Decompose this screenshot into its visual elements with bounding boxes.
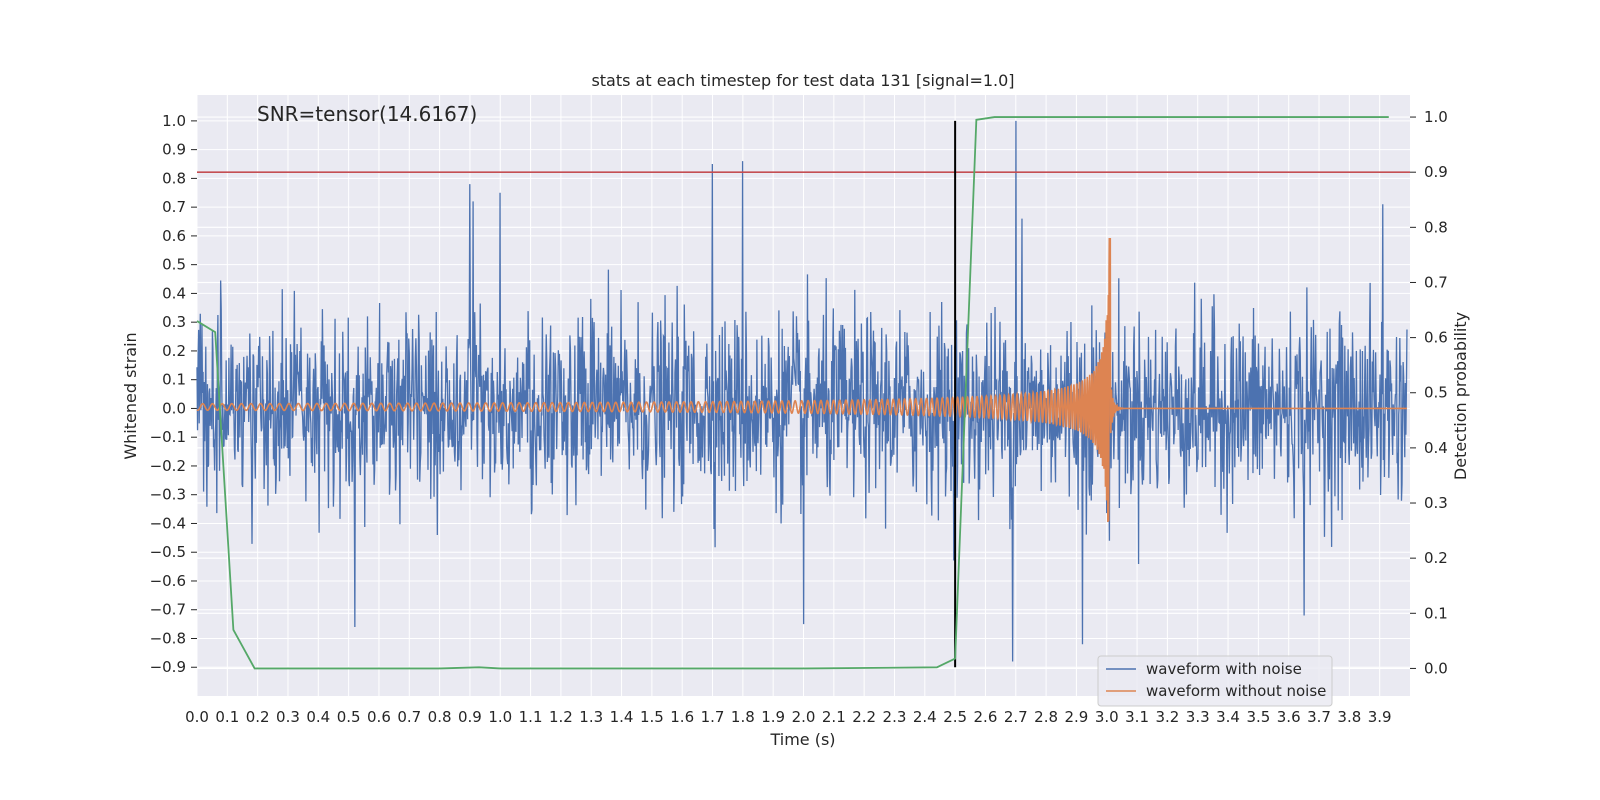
left-y-tick-label: −0.2 [150,457,186,475]
clean-waveform-line [196,237,1407,523]
x-tick-label: 1.6 [670,708,694,726]
right-y-tick-label: 0.9 [1424,163,1448,181]
x-tick-label: 2.8 [1034,708,1058,726]
series-waveform-without-noise [196,237,1407,523]
x-axis-ticks: 0.0 0.1 0.2 0.3 0.4 0.5 0.6 0.7 0.8 0.9 1.0 1.1 1.2 1… [185,708,1392,726]
left-y-tick-label: 0.2 [162,342,186,360]
x-tick-label: 0.1 [215,708,239,726]
left-axis-ticks: 1.0 0.9 0.8 0.7 0.6 0.5 0.4 0.3 0.2 0.1 0.0 −0.1 −0.… [150,112,197,676]
x-tick-label: 2.1 [822,708,846,726]
right-y-tick-label: 0.7 [1424,273,1448,291]
x-tick-label: 1.9 [761,708,785,726]
right-y-tick-label: 0.3 [1424,494,1448,512]
x-tick-label: 3.2 [1155,708,1179,726]
x-tick-label: 0.9 [458,708,482,726]
x-tick-label: 0.8 [428,708,452,726]
left-y-tick-label: −0.6 [150,572,186,590]
left-y-tick-label: 0.1 [162,371,186,389]
left-axis-label: Whitened strain [121,332,140,459]
right-y-tick-label: 0.1 [1424,604,1448,622]
x-tick-label: 1.7 [701,708,725,726]
noise-waveform-line [196,120,1408,662]
left-y-tick-label: 0.0 [162,399,186,417]
left-y-tick-label: −0.8 [150,629,186,647]
left-y-tick-label: −0.3 [150,486,186,504]
x-tick-label: 2.5 [943,708,967,726]
x-tick-label: 3.9 [1368,708,1392,726]
series-waveform-with-noise [196,120,1408,662]
x-tick-label: 1.2 [549,708,573,726]
legend: waveform with noise waveform without noi… [1097,655,1333,707]
left-y-tick-label: 0.7 [162,198,186,216]
left-y-tick-label: 0.8 [162,169,186,187]
right-y-tick-label: 1.0 [1424,108,1448,126]
right-y-tick-label: 0.0 [1424,659,1448,677]
x-tick-label: 0.6 [367,708,391,726]
series-detection-probability [196,116,1389,670]
x-tick-label: 1.4 [610,708,634,726]
detection-probability-line [196,116,1389,670]
legend-box [1097,655,1333,707]
legend-label-clean: waveform without noise [1146,682,1326,700]
left-y-tick-label: −0.5 [150,543,186,561]
left-y-tick-label: −0.4 [150,514,186,532]
x-tick-label: 0.0 [185,708,209,726]
x-tick-label: 3.8 [1337,708,1361,726]
reference-lines [197,120,1410,668]
x-tick-label: 2.3 [883,708,907,726]
right-axis-label: Detection probability [1451,312,1470,480]
x-tick-label: 1.3 [579,708,603,726]
x-tick-label: 1.5 [640,708,664,726]
chart-title: stats at each timestep for test data 131… [591,71,1014,90]
legend-label-noise: waveform with noise [1146,660,1302,678]
right-y-tick-label: 0.8 [1424,218,1448,236]
x-tick-label: 1.1 [519,708,543,726]
right-y-tick-label: 0.4 [1424,439,1448,457]
snr-annotation: SNR=tensor(14.6167) [257,102,477,126]
x-tick-label: 3.3 [1186,708,1210,726]
right-axis-ticks: 1.0 0.9 0.8 0.7 0.6 0.5 0.4 0.3 0.2 0.1 0.0 [1410,108,1448,677]
right-y-tick-label: 0.6 [1424,329,1448,347]
left-y-tick-label: 0.9 [162,141,186,159]
x-tick-label: 3.6 [1277,708,1301,726]
x-tick-label: 3.0 [1095,708,1119,726]
x-tick-label: 3.5 [1246,708,1270,726]
x-tick-label: 2.2 [852,708,876,726]
right-y-tick-label: 0.5 [1424,384,1448,402]
left-y-tick-label: −0.7 [150,601,186,619]
left-y-tick-label: −0.1 [150,428,186,446]
right-y-tick-label: 0.2 [1424,549,1448,567]
x-tick-label: 0.5 [337,708,361,726]
x-tick-label: 3.7 [1307,708,1331,726]
x-tick-label: 0.4 [306,708,330,726]
left-y-tick-label: −0.9 [150,658,186,676]
x-tick-label: 1.0 [488,708,512,726]
x-tick-label: 2.9 [1064,708,1088,726]
x-tick-label: 1.8 [731,708,755,726]
x-tick-label: 2.0 [792,708,816,726]
left-y-tick-label: 0.5 [162,256,186,274]
x-tick-label: 2.4 [913,708,937,726]
x-tick-label: 3.4 [1216,708,1240,726]
x-tick-label: 0.7 [397,708,421,726]
x-axis-label: Time (s) [769,730,835,749]
x-tick-label: 0.3 [276,708,300,726]
x-tick-label: 3.1 [1125,708,1149,726]
left-y-tick-label: 1.0 [162,112,186,130]
left-y-tick-label: 0.6 [162,227,186,245]
left-y-tick-label: 0.4 [162,284,186,302]
x-tick-label: 2.6 [974,708,998,726]
left-y-tick-label: 0.3 [162,313,186,331]
x-tick-label: 0.2 [246,708,270,726]
x-tick-label: 2.7 [1004,708,1028,726]
